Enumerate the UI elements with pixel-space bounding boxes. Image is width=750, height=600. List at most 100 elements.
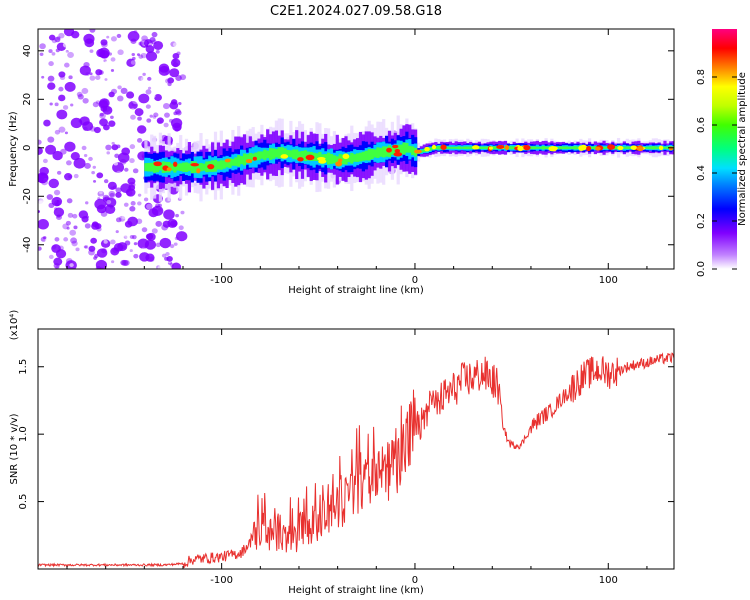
spectrogram-ridge-cell	[324, 154, 328, 163]
spectrogram-peak-cell	[305, 154, 315, 161]
spectrogram-ridge-cell	[147, 162, 151, 172]
spectrogram-noise-cell	[81, 87, 89, 95]
spectrogram-noise-cell	[128, 101, 138, 110]
spectrogram-ridge-cell	[364, 150, 368, 161]
spectrogram-peak-cell	[318, 159, 327, 164]
spectrogram-noise-cell	[51, 52, 56, 56]
spectrogram-noise-cell	[142, 72, 146, 76]
spectrogram-noise-cell	[129, 158, 135, 164]
spectrogram-peak-cell	[488, 146, 493, 150]
spectrogram-noise-cell	[58, 32, 65, 39]
spectrogram-ridge-cell	[509, 146, 513, 150]
spectrogram-ridge-cell	[602, 146, 606, 149]
spectrogram-ridge-cell	[480, 146, 484, 149]
spectrogram-peak-cell	[153, 161, 162, 167]
spectrogram-noise-cell	[68, 96, 73, 101]
spectrogram-ridge-cell	[541, 146, 545, 150]
spectrogram-noise-cell	[70, 237, 78, 244]
spectrogram-noise-cell	[58, 177, 64, 182]
snr-marks	[38, 352, 674, 568]
spectrogram-noise-cell	[84, 245, 89, 249]
spectrogram-ridge-cell	[257, 151, 261, 161]
spectrogram-ridge-cell	[266, 150, 270, 159]
spectrogram-ridge-cell	[245, 154, 250, 164]
spectrogram-ridge-cell	[315, 153, 319, 162]
spectrogram-ridge-cell	[170, 163, 174, 171]
spectrogram-noise-cell	[39, 166, 49, 176]
spectrogram-ridge-cell	[384, 146, 389, 157]
spectrogram-noise-cell	[124, 167, 129, 172]
spectrogram-noise-cell	[81, 216, 89, 223]
spectrogram-noise-cell	[146, 118, 152, 123]
spectrogram-noise-cell	[48, 65, 55, 72]
spectrogram-noise-cell	[116, 33, 122, 39]
spectrogram-noise-cell	[103, 179, 109, 184]
spectrogram-noise-cell	[153, 40, 164, 50]
spectrogram-noise-cell	[155, 242, 161, 248]
spectrogram-ridge-cell	[190, 161, 194, 174]
spectrogram-noise-cell	[136, 125, 147, 134]
spectrogram-noise-cell	[64, 131, 68, 135]
spectrogram-noise-cell	[63, 237, 69, 242]
spectrogram-noise-cell	[53, 189, 61, 196]
spectrogram-noise-cell	[88, 245, 96, 252]
spectrogram-ridge-cell	[332, 155, 337, 164]
spectrogram-ridge-cell	[492, 146, 496, 150]
spectrogram-noise-cell	[175, 75, 182, 82]
spectrogram-noise-cell	[54, 102, 59, 107]
spectrogram-noise-cell	[91, 152, 99, 159]
spectrogram-noise-cell	[115, 191, 122, 198]
spectrogram-noise-cell	[141, 106, 145, 110]
colorbar: 0.0 0.2 0.4 0.6 0.8 Normalized spectral ampl…	[696, 29, 748, 277]
spectrogram-noise-cell	[48, 114, 55, 121]
snr-panel: -100 0 100 0.5 1.0 1.5 Height of straight li…	[9, 310, 675, 596]
spectrogram-noise-cell	[79, 65, 91, 76]
spectrogram-ridge-cell	[155, 162, 160, 173]
spectrogram-noise-cell	[58, 94, 66, 102]
spectrogram-noise-cell	[85, 201, 89, 205]
spectrogram-noise-cell	[107, 181, 117, 190]
spectrogram-noise-cell	[89, 29, 96, 33]
spectrogram-ridge-cell	[651, 146, 655, 150]
spectrogram-ridge-cell	[399, 144, 403, 154]
spectrogram-peak-cell	[166, 167, 172, 172]
spectrogram-noise-cell	[89, 72, 93, 76]
spectrogram-noise-cell	[174, 125, 182, 132]
spectrogram-peak-cell	[578, 145, 585, 151]
spectrogram-ridge-cell	[561, 146, 566, 150]
spectrogram-ridge-cell	[184, 162, 189, 172]
spectrogram-noise-cell	[48, 254, 54, 260]
spectrogram-peak-cell	[207, 163, 215, 170]
spectrogram-noise-cell	[126, 58, 136, 67]
spectrogram-noise-cell	[138, 41, 143, 46]
spectrogram-noise-cell	[66, 198, 73, 204]
spectrogram-ridge-cell	[260, 151, 264, 159]
spectrogram-noise-cell	[111, 141, 115, 145]
spectrogram-noise-cell	[120, 34, 128, 40]
spectrogram-noise-cell	[108, 190, 116, 197]
spectrogram-ridge-cell	[428, 147, 432, 151]
spectrogram-noise-cell	[110, 186, 115, 190]
spectrogram-noise-cell	[98, 215, 105, 222]
spectrogram-noise-cell	[84, 182, 91, 188]
spectrogram-noise-cell	[151, 205, 164, 216]
spectrogram-ridge-cell	[663, 146, 667, 149]
spectrogram-noise-cell	[93, 256, 98, 260]
colorbar-gradient	[712, 29, 737, 269]
spectrogram-noise-cell	[167, 77, 175, 84]
spectrogram-noise-cell	[51, 196, 63, 207]
spectrogram-noise-cell	[89, 49, 94, 53]
spectrogram-ridge-cell	[605, 146, 609, 149]
spectrogram-noise-cell	[38, 200, 45, 207]
spectrogram-noise-cell	[98, 124, 102, 128]
spectrogram-noise-cell	[180, 210, 185, 215]
spectrogram-noise-cell	[77, 80, 85, 87]
spectrogram-peak-cell	[636, 146, 644, 152]
spectrogram-noise-cell	[100, 39, 108, 46]
spectrogram-noise-cell	[131, 52, 135, 57]
spectrogram-noise-cell	[103, 239, 108, 244]
spectrogram-peak-cell	[496, 145, 505, 149]
spectrogram-noise-cell	[38, 46, 44, 52]
spectrogram-noise-cell	[68, 75, 73, 80]
spectrogram-noise-cell	[52, 150, 63, 161]
